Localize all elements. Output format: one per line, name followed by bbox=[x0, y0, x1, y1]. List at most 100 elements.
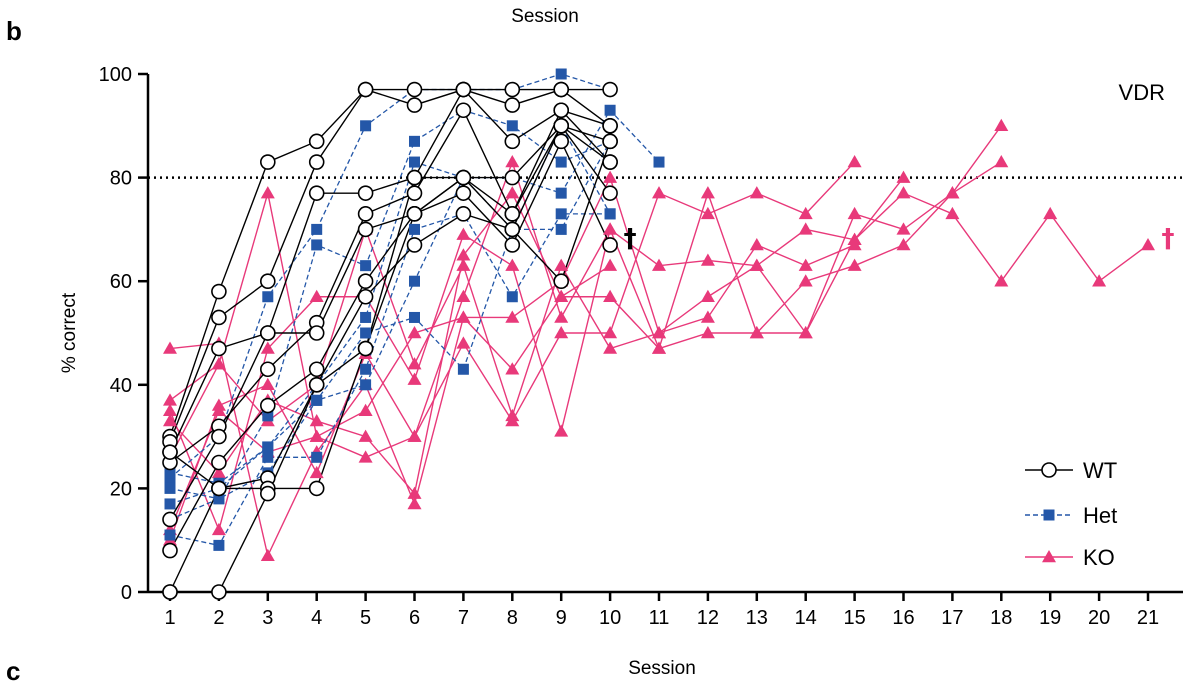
ko-data-point bbox=[407, 486, 422, 499]
ko-data-point bbox=[603, 326, 618, 339]
wt-data-point bbox=[553, 118, 570, 134]
wt-data-point bbox=[406, 81, 423, 98]
ko-data-point bbox=[505, 155, 520, 168]
wt-data-point bbox=[602, 185, 618, 201]
ko-data-point bbox=[798, 326, 813, 339]
wt-data-point bbox=[455, 81, 472, 98]
wt-data-point bbox=[406, 237, 423, 253]
ko-data-point bbox=[896, 186, 911, 199]
ko-data-point bbox=[847, 155, 862, 168]
ko-data-point bbox=[163, 341, 177, 354]
wt-data-point bbox=[357, 185, 374, 201]
ko-data-point bbox=[456, 310, 471, 323]
wt-data-point bbox=[259, 273, 276, 290]
het-data-point bbox=[409, 223, 420, 235]
ko-data-point bbox=[603, 258, 618, 271]
ko-data-point bbox=[407, 372, 422, 385]
ko-data-point bbox=[1043, 206, 1058, 220]
wt-data-point bbox=[455, 185, 472, 201]
ko-data-point bbox=[554, 310, 569, 323]
wt-data-point bbox=[406, 206, 423, 222]
het-data-point bbox=[409, 275, 420, 287]
het-data-point bbox=[555, 68, 567, 80]
het-data-point bbox=[311, 451, 323, 463]
het-data-point bbox=[360, 311, 372, 323]
wt-data-point bbox=[259, 154, 276, 170]
wt-data-point bbox=[211, 454, 227, 471]
wt-data-point bbox=[308, 154, 325, 170]
ko-data-point bbox=[603, 341, 618, 354]
wt-data-point bbox=[211, 340, 227, 357]
ko-data-point bbox=[505, 186, 520, 199]
het-series-line bbox=[169, 141, 611, 484]
het-data-point bbox=[311, 223, 323, 235]
wt-data-point bbox=[504, 206, 521, 222]
wt-data-point bbox=[504, 81, 521, 98]
ko-dagger-marker: † bbox=[1162, 224, 1175, 254]
ko-data-point bbox=[456, 227, 471, 240]
het-data-point bbox=[311, 239, 323, 251]
wt-data-point bbox=[357, 206, 374, 222]
het-data-point bbox=[360, 120, 372, 132]
legend-label-het: Het bbox=[1083, 503, 1117, 528]
wt-data-point bbox=[162, 542, 178, 559]
wt-data-point bbox=[553, 273, 570, 290]
x-tick-label: 21 bbox=[1137, 607, 1159, 629]
x-tick-label: 15 bbox=[843, 607, 865, 629]
ko-series-line bbox=[169, 161, 1002, 531]
wt-data-point bbox=[553, 81, 570, 98]
wt-data-point bbox=[259, 325, 276, 341]
ko-data-point bbox=[749, 258, 764, 271]
legend-marker-het bbox=[1043, 509, 1055, 521]
het-data-point bbox=[604, 104, 616, 116]
wt-data-point bbox=[211, 428, 227, 445]
het-data-point bbox=[164, 529, 176, 541]
het-data-point bbox=[409, 311, 420, 323]
task-label: VDR bbox=[1119, 80, 1165, 105]
ko-data-point bbox=[407, 326, 422, 339]
legend-marker-ko bbox=[1042, 550, 1056, 563]
ko-data-point bbox=[260, 341, 275, 354]
x-tick-label: 11 bbox=[649, 607, 670, 629]
y-tick-label: 60 bbox=[110, 271, 132, 293]
wt-data-point bbox=[357, 273, 374, 290]
wt-data-point bbox=[211, 309, 227, 326]
marker-layer bbox=[162, 68, 1155, 600]
ko-data-point bbox=[1092, 274, 1107, 287]
ko-data-point bbox=[456, 258, 471, 271]
het-data-point bbox=[409, 135, 420, 147]
x-tick-label: 20 bbox=[1088, 607, 1110, 629]
ko-data-point bbox=[407, 429, 422, 442]
x-tick-label: 14 bbox=[795, 607, 817, 629]
wt-data-point bbox=[602, 237, 618, 253]
ko-data-point bbox=[505, 310, 520, 323]
ko-data-point bbox=[798, 258, 813, 271]
x-tick-label: 12 bbox=[697, 607, 719, 629]
ko-data-point bbox=[798, 274, 813, 287]
het-data-point bbox=[262, 291, 274, 303]
het-data-point bbox=[653, 156, 665, 168]
ko-data-point bbox=[505, 258, 520, 271]
ko-series-line bbox=[169, 159, 905, 541]
het-data-point bbox=[360, 379, 372, 391]
ko-data-point bbox=[603, 222, 618, 235]
het-data-point bbox=[262, 451, 274, 463]
ko-data-point bbox=[798, 206, 813, 220]
ko-data-point bbox=[554, 289, 569, 302]
x-tick-label: 3 bbox=[262, 607, 273, 629]
wt-data-point bbox=[308, 376, 325, 393]
wt-dagger-marker: † bbox=[624, 224, 637, 254]
ko-data-point bbox=[163, 414, 177, 427]
het-data-point bbox=[457, 363, 469, 375]
het-data-point bbox=[360, 327, 372, 339]
het-data-point bbox=[311, 394, 323, 406]
wt-series-line bbox=[169, 88, 611, 453]
wt-data-point bbox=[357, 221, 374, 238]
ko-data-point bbox=[211, 398, 226, 411]
wt-data-point bbox=[455, 206, 472, 222]
y-tick-label: 20 bbox=[110, 478, 132, 500]
wt-data-point bbox=[553, 102, 570, 119]
wt-data-point bbox=[357, 81, 374, 98]
ko-data-point bbox=[700, 326, 715, 339]
ko-data-point bbox=[260, 548, 275, 561]
